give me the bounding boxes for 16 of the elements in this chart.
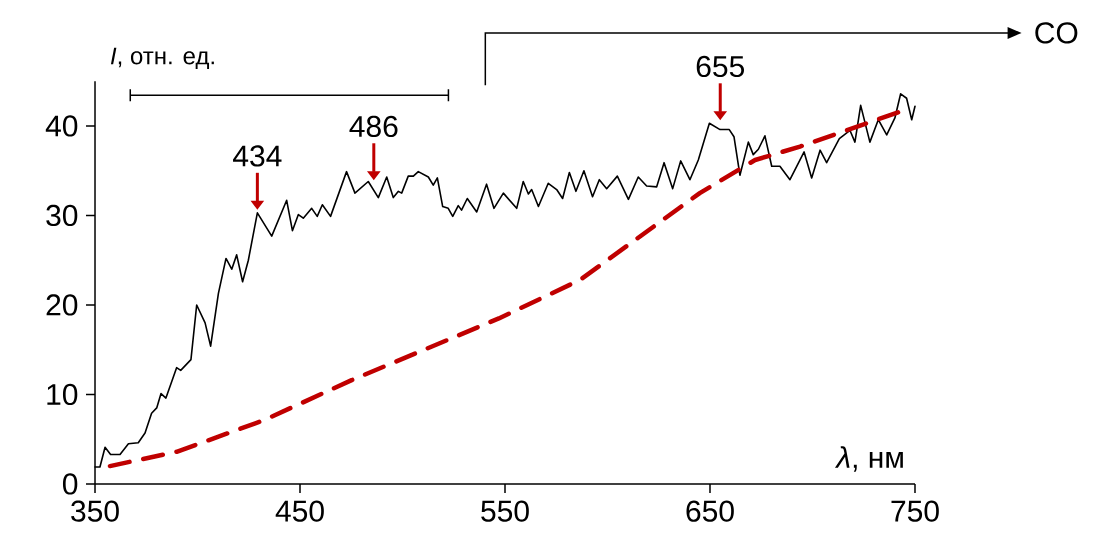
y-axis-title: I, отн. ед. (110, 47, 214, 69)
x-tick-label: 550 (481, 500, 529, 522)
y-tick-label: 20 (46, 294, 78, 316)
x-tick-label: 750 (891, 500, 939, 522)
text: CO (1035, 22, 1078, 44)
x-axis-title: λ, нм (834, 446, 903, 472)
x-tick-label: 650 (686, 500, 734, 522)
annotation: 655 (696, 55, 745, 78)
annotation: 434 (233, 145, 282, 167)
y-tick-label: 30 (46, 204, 78, 227)
annotation: 486 (349, 115, 398, 138)
x-tick-label: 350 (71, 500, 119, 522)
y-tick-label: 0 (62, 473, 78, 495)
y-tick-label: 40 (45, 115, 78, 137)
y-tick-label: 10 (47, 383, 78, 406)
x-tick-label: 450 (275, 500, 324, 522)
